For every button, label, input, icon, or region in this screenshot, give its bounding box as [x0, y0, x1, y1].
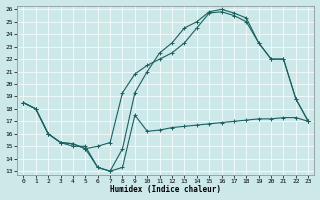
X-axis label: Humidex (Indice chaleur): Humidex (Indice chaleur) [110, 185, 221, 194]
